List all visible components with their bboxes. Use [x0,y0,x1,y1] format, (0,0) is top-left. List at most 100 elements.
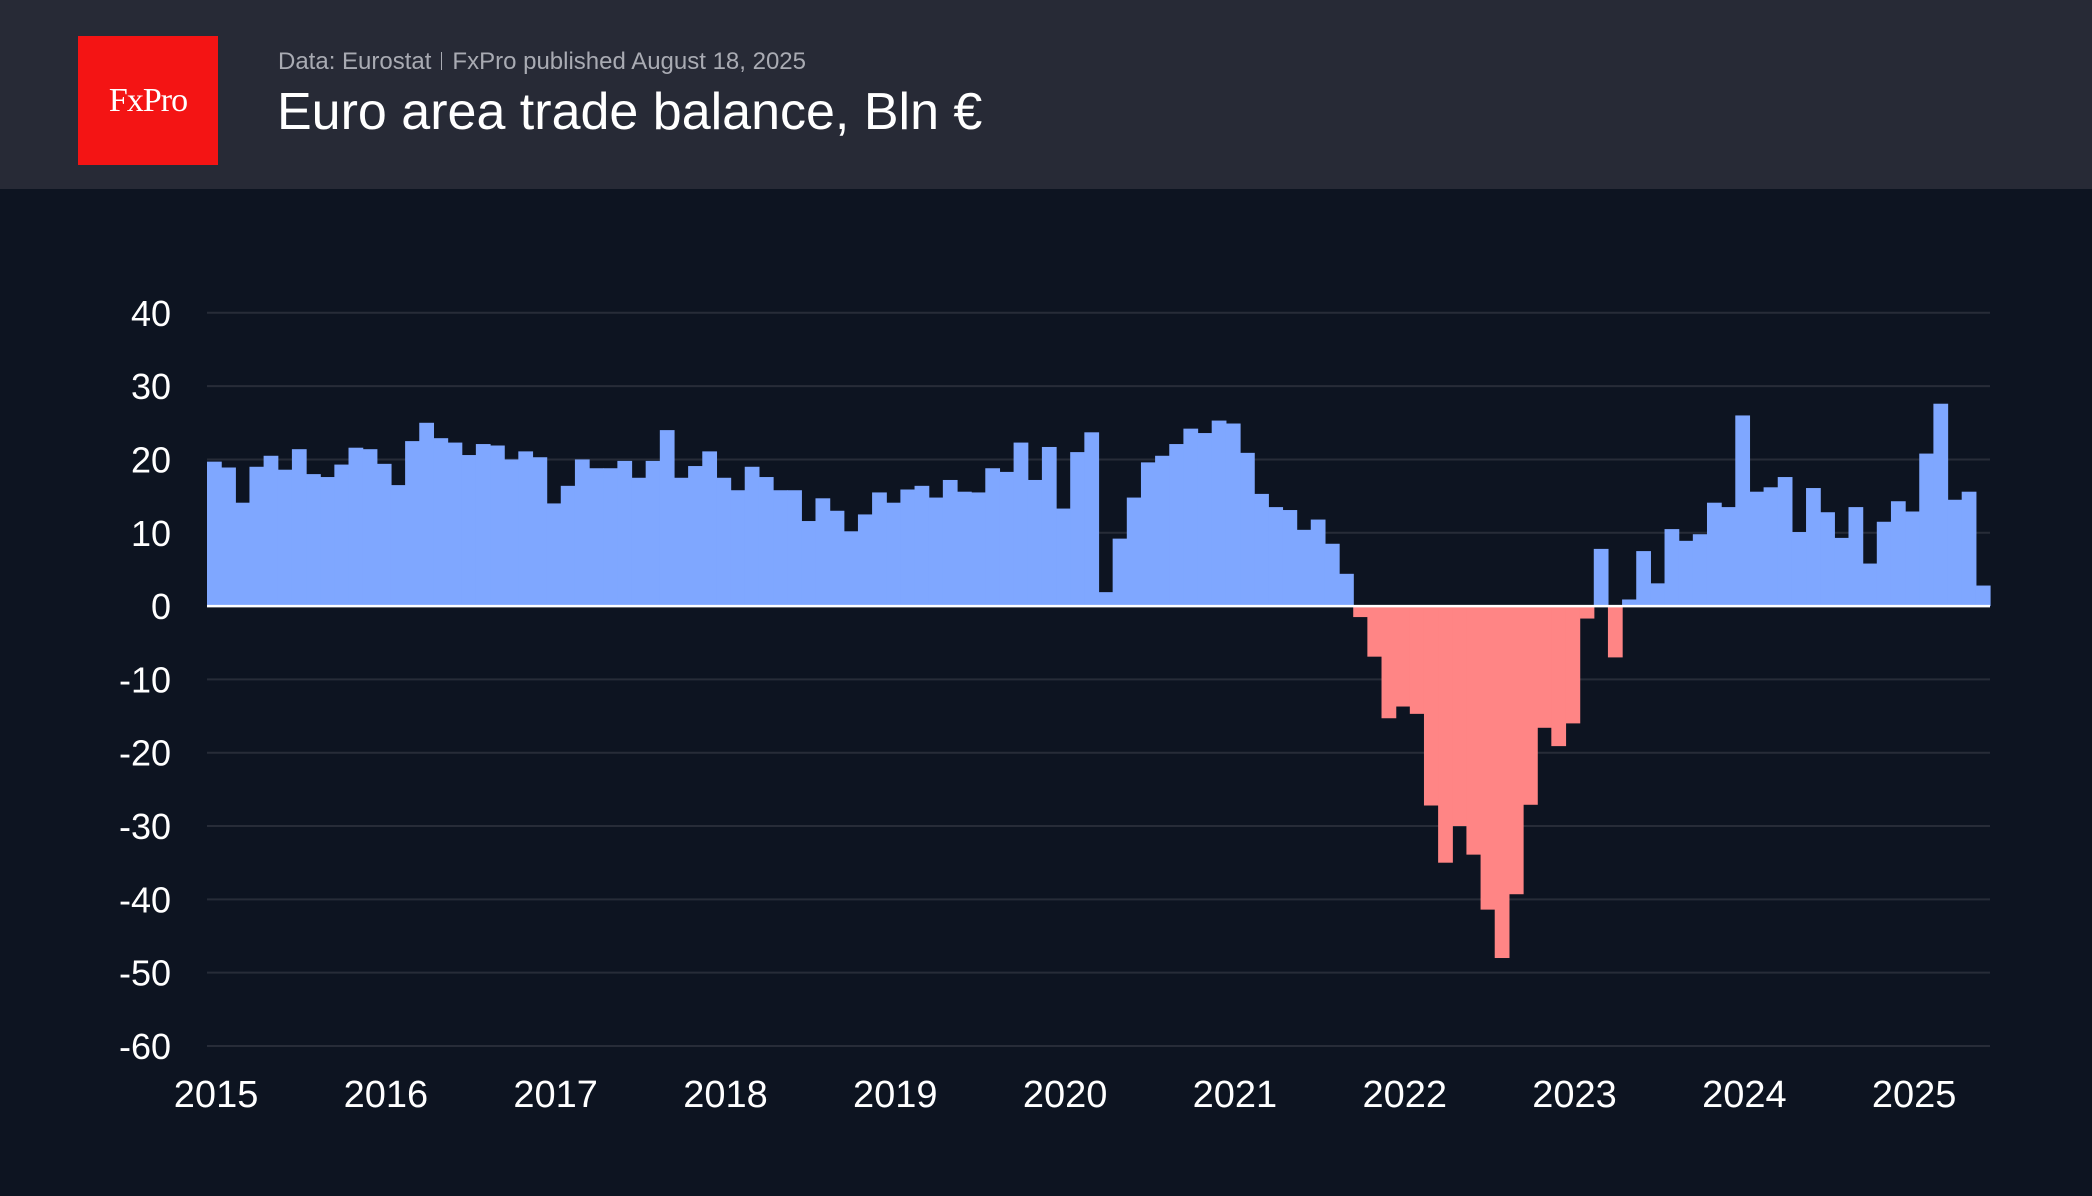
y-tick-label: 40 [131,293,171,334]
bar [1961,491,1977,607]
bar [1777,477,1793,607]
bar [1254,493,1269,607]
header: FxPro Data: Eurostat FxPro published Augu… [0,0,2092,189]
bar [659,430,675,607]
bar [688,466,703,607]
bar [716,477,732,607]
bar [985,468,1001,607]
separator [441,52,443,70]
bar [815,498,831,607]
bar [1919,453,1934,607]
x-tick-label: 2016 [344,1074,429,1116]
bar [1678,540,1694,607]
y-tick-label: -50 [119,953,171,994]
y-tick-label: -20 [119,733,171,774]
bar [1537,606,1552,728]
bar [1381,606,1397,719]
bar [900,489,916,607]
bar [1876,521,1892,607]
bar [1197,433,1213,607]
bar [956,491,972,607]
logo-text: FxPro [108,81,188,119]
bar [787,490,802,607]
bar [1268,507,1284,607]
bar [1452,606,1468,827]
bar [362,449,378,607]
y-tick-label: -40 [119,879,171,920]
bar [1013,442,1029,607]
bar [1820,512,1835,607]
y-tick-label: 20 [131,439,171,480]
x-tick-label: 2022 [1362,1074,1447,1116]
bar [1523,606,1538,805]
bar [1565,606,1581,724]
bar [1211,420,1227,607]
bar [1409,606,1425,714]
bar [1905,511,1920,607]
bar [1622,599,1637,607]
bar [1947,499,1963,607]
bar [532,457,548,607]
bar [589,468,604,607]
bar [1041,446,1057,607]
bar [291,449,307,607]
y-tick-label: -30 [119,806,171,847]
bar [1240,452,1255,607]
bar [1353,606,1368,618]
bar [1791,532,1807,607]
bar [886,502,901,607]
bar [475,444,491,607]
bar [1650,583,1666,607]
y-tick-label: 30 [131,366,171,407]
x-tick-label: 2019 [853,1074,938,1116]
bar [263,455,279,607]
bar [843,531,859,607]
bar [801,521,817,607]
bar [603,468,618,607]
bar [857,514,873,607]
bar [1339,573,1354,607]
bar [334,464,350,607]
bar [971,492,986,607]
bar [1084,432,1100,607]
bar [1324,543,1340,607]
bar [1027,479,1043,607]
fxpro-logo: FxPro [78,36,218,165]
bar [461,455,477,607]
bar [433,438,449,607]
bar [1593,548,1609,607]
bar [645,460,661,607]
x-tick-label: 2021 [1193,1074,1278,1116]
chart-title: Euro area trade balance, Bln € [277,83,983,141]
bar [1664,529,1680,607]
bar [1098,592,1114,607]
y-tick-label: 0 [151,586,171,627]
bar [1763,487,1779,607]
x-tick-label: 2018 [683,1074,768,1116]
bar [999,471,1015,607]
bar [348,447,364,607]
bar [1282,510,1298,607]
bar [744,466,760,607]
bar [1721,507,1736,607]
x-tick-label: 2025 [1872,1074,1957,1116]
published-date: FxPro published August 18, 2025 [452,48,806,75]
bar [1692,534,1708,607]
bar [872,492,887,607]
bar [1551,606,1567,747]
bar [1140,462,1156,607]
bar [249,466,265,607]
bar [277,469,293,607]
bar [1480,606,1496,910]
bar [829,510,845,607]
bar [1183,428,1199,607]
bar [1155,455,1170,607]
bar [447,442,463,607]
bar [1367,606,1383,657]
subtitle: Data: Eurostat FxPro published August 18,… [278,48,806,76]
bar [1169,444,1185,607]
bar [1890,501,1906,607]
bar [1975,585,1991,607]
bar [221,467,236,607]
bar [1466,606,1482,855]
